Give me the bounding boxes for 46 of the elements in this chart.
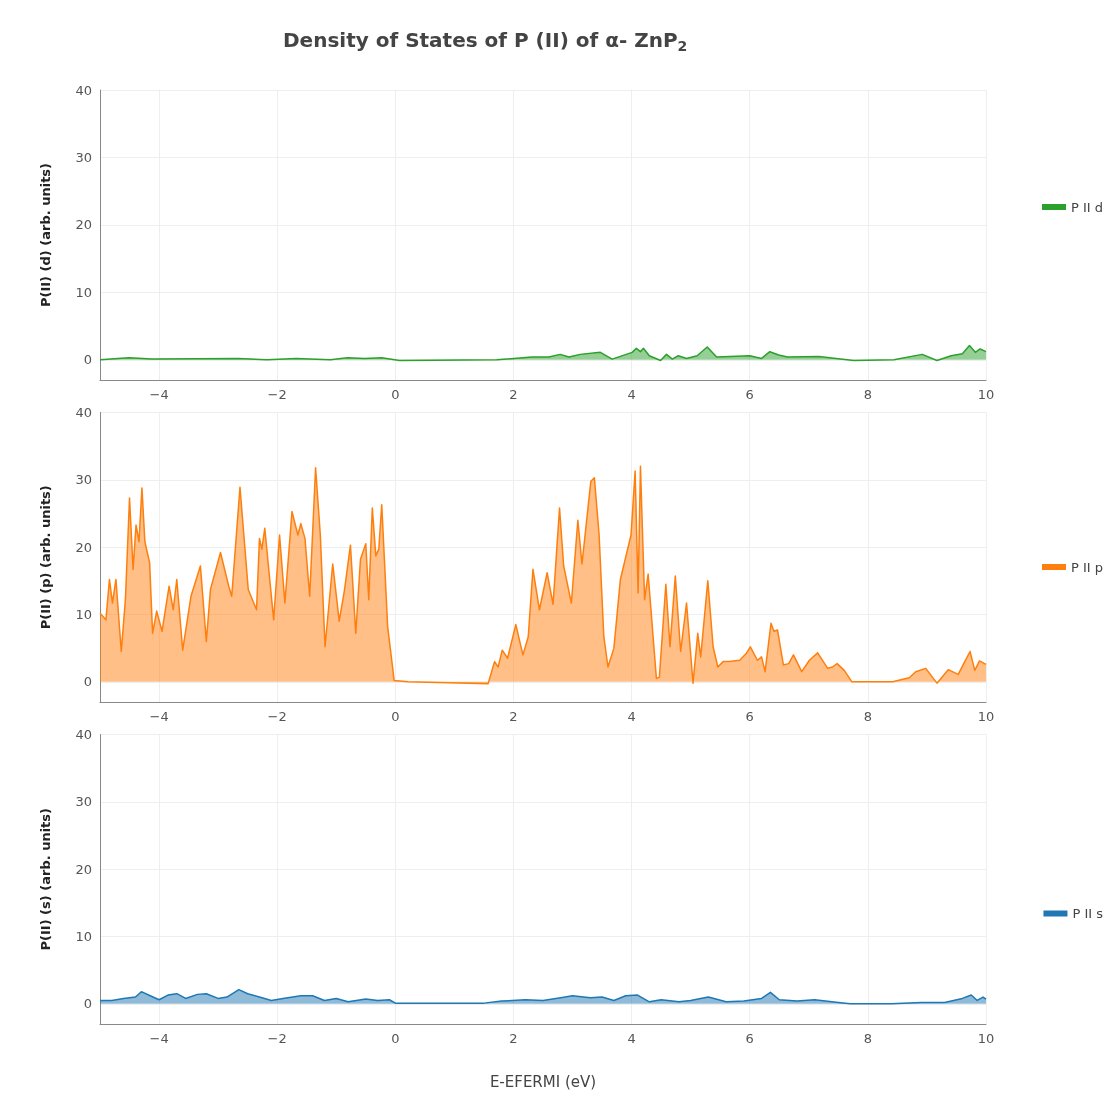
y-tick-label: 20 [75,861,92,877]
y-tick-label: 0 [83,352,92,368]
x-tick-label: −4 [149,387,169,402]
x-tick-label: 6 [745,1031,754,1046]
x-tick-label: 2 [509,709,518,724]
y-tick-label: 10 [75,928,92,944]
y-axis-title: P(II) (d) (arb. units) [38,162,53,308]
legend-label: P II d [1070,199,1104,215]
x-tick-label: −4 [149,709,169,724]
y-axis-title: P(II) (p) (arb. units) [38,485,53,630]
x-tick-label: 2 [509,1031,518,1046]
y-tick-label: 40 [75,82,92,98]
y-tick-label: 20 [75,539,92,555]
x-tick-label: 8 [863,1031,873,1046]
y-axis-title: P(II) (s) (arb. units) [38,807,53,951]
y-tick-label: 40 [75,727,92,742]
x-tick-label: −2 [267,709,287,724]
x-tick-label: 8 [863,709,873,724]
y-tick-label: 10 [75,606,92,622]
x-tick-label: 10 [977,709,995,724]
x-tick-label: 6 [745,387,754,402]
y-tick-label: 0 [83,996,92,1012]
x-tick-label: −4 [149,1031,169,1046]
x-tick-label: −2 [267,387,287,402]
x-tick-label: 4 [627,1031,636,1046]
y-tick-label: 40 [75,405,92,420]
x-tick-label: 2 [509,387,518,402]
x-tick-label: 0 [391,387,400,402]
x-tick-label: 6 [745,709,754,724]
y-tick-label: 20 [75,217,92,233]
x-tick-label: 0 [391,709,400,724]
x-tick-label: 4 [627,387,636,402]
y-tick-label: 30 [75,794,92,810]
y-tick-label: 30 [75,149,92,165]
x-tick-label: 4 [627,709,636,724]
x-tick-label: 8 [863,387,873,402]
x-tick-label: 10 [977,387,995,402]
legend-label: P II s [1072,906,1104,921]
x-axis-title: E-EFERMI (eV) [489,1072,597,1091]
y-tick-label: 30 [75,472,92,488]
legend-label: P II p [1070,559,1104,575]
x-tick-label: 10 [977,1031,995,1046]
x-tick-label: −2 [267,1031,287,1046]
y-tick-label: 0 [83,674,92,690]
x-tick-label: 0 [391,1031,400,1046]
y-tick-label: 10 [75,284,92,300]
